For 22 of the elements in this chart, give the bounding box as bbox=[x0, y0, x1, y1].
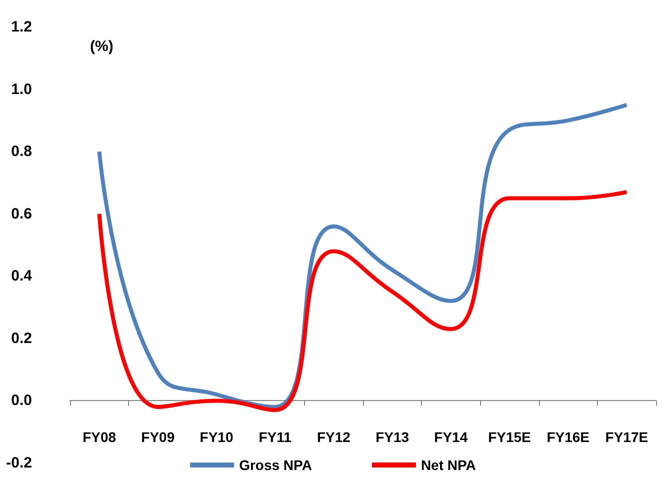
line-series bbox=[97, 190, 629, 412]
x-tick-label: FY09 bbox=[141, 429, 175, 445]
y-tick-label: 0.6 bbox=[11, 205, 32, 222]
x-tick-label: FY08 bbox=[82, 429, 116, 445]
y-tick-label: 1.0 bbox=[11, 80, 32, 98]
y-tick-label: 1.2 bbox=[11, 18, 32, 36]
x-tick-label: FY10 bbox=[200, 429, 234, 445]
x-tick-label: FY12 bbox=[316, 429, 351, 445]
y-tick-label: -0.2 bbox=[6, 454, 32, 472]
legend-label: Gross NPA bbox=[239, 457, 312, 473]
x-tick-label: FY16E bbox=[546, 429, 590, 445]
y-tick-label: 0.8 bbox=[11, 143, 32, 160]
x-tick-label: FY14 bbox=[434, 429, 468, 445]
y-tick-label: 0.0 bbox=[11, 392, 32, 410]
legend-label: Net NPA bbox=[420, 457, 476, 473]
x-tick-label: FY15E bbox=[488, 429, 531, 445]
y-tick-label: 0.2 bbox=[11, 330, 32, 347]
x-tick-label: FY13 bbox=[376, 429, 410, 445]
y-axis-title: (%) bbox=[90, 38, 114, 55]
y-tick-label: 0.4 bbox=[11, 268, 33, 285]
x-tick-label: FY17E bbox=[605, 429, 648, 445]
x-tick-label: FY11 bbox=[258, 429, 292, 445]
